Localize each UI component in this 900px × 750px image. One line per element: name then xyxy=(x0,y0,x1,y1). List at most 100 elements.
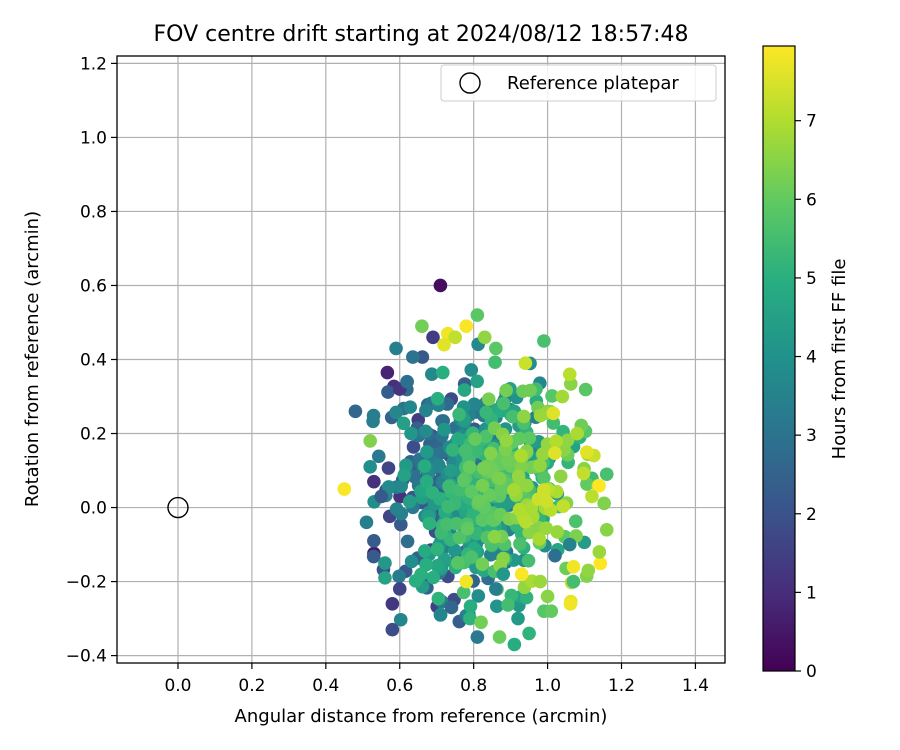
data-point xyxy=(463,611,477,626)
data-point xyxy=(459,574,474,589)
data-point xyxy=(490,599,504,614)
colorbar-ticks: 0 1 2 3 4 5 6 7 xyxy=(795,112,817,682)
data-point xyxy=(392,569,406,584)
data-point xyxy=(562,367,577,382)
data-point xyxy=(560,433,575,448)
data-point xyxy=(488,355,502,370)
data-point xyxy=(547,446,562,461)
data-point xyxy=(513,537,527,551)
data-point xyxy=(458,444,473,458)
colorbar: 0 1 2 3 4 5 6 7 Hours from first FF file xyxy=(762,45,850,682)
data-point xyxy=(546,406,561,421)
data-point xyxy=(580,477,594,491)
data-point xyxy=(548,548,562,563)
colorbar-label: Hours from first FF file xyxy=(829,259,850,460)
data-point xyxy=(467,397,482,412)
data-point xyxy=(367,534,381,548)
data-point xyxy=(470,374,484,389)
y-tick-label: 0.2 xyxy=(80,425,107,445)
data-point xyxy=(521,553,536,568)
data-point xyxy=(448,330,462,345)
data-point xyxy=(532,532,547,546)
data-point xyxy=(581,563,596,578)
data-point xyxy=(406,440,421,454)
data-point xyxy=(452,530,467,545)
data-point xyxy=(459,319,474,333)
data-point xyxy=(592,478,606,493)
data-point xyxy=(464,484,479,499)
data-point xyxy=(363,460,377,474)
legend: Reference platepar xyxy=(440,64,717,102)
data-point xyxy=(381,461,396,475)
data-point xyxy=(507,637,522,652)
x-tick-label: 0.8 xyxy=(460,676,487,696)
data-point xyxy=(393,612,408,627)
x-tick-label: 0.2 xyxy=(238,676,265,696)
data-points xyxy=(337,278,614,652)
data-point xyxy=(470,308,485,322)
data-point xyxy=(385,622,400,637)
legend-box xyxy=(440,64,717,102)
x-tick-label: 1.2 xyxy=(608,676,635,696)
data-point xyxy=(452,407,466,422)
data-point xyxy=(402,494,417,509)
data-point xyxy=(568,514,583,529)
data-point xyxy=(431,591,446,606)
data-point xyxy=(456,585,471,600)
data-point xyxy=(460,521,475,536)
data-point xyxy=(367,474,381,489)
data-point xyxy=(518,356,533,371)
data-point xyxy=(562,537,577,552)
data-point xyxy=(425,485,440,500)
data-point xyxy=(468,432,482,446)
data-point xyxy=(430,559,445,573)
data-point xyxy=(426,330,440,345)
data-point xyxy=(599,467,614,482)
data-point xyxy=(394,479,408,494)
data-point xyxy=(337,482,352,496)
y-tick-label: −0.4 xyxy=(66,647,107,667)
data-point xyxy=(437,337,451,352)
data-point xyxy=(394,517,408,532)
data-point xyxy=(533,574,547,589)
data-point xyxy=(471,589,486,603)
data-point xyxy=(593,556,608,571)
data-point xyxy=(592,545,607,559)
data-point xyxy=(539,521,554,535)
data-point xyxy=(555,389,570,404)
data-point xyxy=(501,453,516,468)
data-point xyxy=(544,604,559,618)
data-point xyxy=(366,414,380,429)
data-point xyxy=(389,405,403,420)
colorbar-tick-label: 3 xyxy=(806,426,817,446)
colorbar-gradient xyxy=(762,45,796,672)
y-tick-label: 1.0 xyxy=(80,128,107,148)
data-point xyxy=(426,570,441,585)
y-tick-label: 0.6 xyxy=(80,276,107,296)
data-point xyxy=(449,516,464,531)
data-point xyxy=(499,383,513,398)
data-point xyxy=(417,459,432,473)
data-point xyxy=(396,416,411,431)
y-axis-label: Rotation from reference (arcmin) xyxy=(22,211,43,507)
data-point xyxy=(420,445,434,459)
data-point xyxy=(501,598,515,612)
data-point xyxy=(450,556,465,570)
data-point xyxy=(404,554,419,569)
x-tick-label: 0.4 xyxy=(312,676,339,696)
data-point xyxy=(462,460,477,474)
data-point xyxy=(533,408,548,423)
x-tick-label: 0.0 xyxy=(164,676,191,696)
legend-marker-icon xyxy=(459,72,481,94)
data-point xyxy=(381,385,395,399)
reference-marker xyxy=(167,496,189,519)
data-point xyxy=(511,469,526,484)
data-point xyxy=(518,514,533,529)
y-tick-label: 0.0 xyxy=(80,499,107,519)
data-point xyxy=(533,458,547,473)
data-point xyxy=(496,567,511,581)
legend-entry-label: Reference platepar xyxy=(507,73,679,94)
data-point xyxy=(556,499,570,514)
data-point xyxy=(576,466,591,481)
